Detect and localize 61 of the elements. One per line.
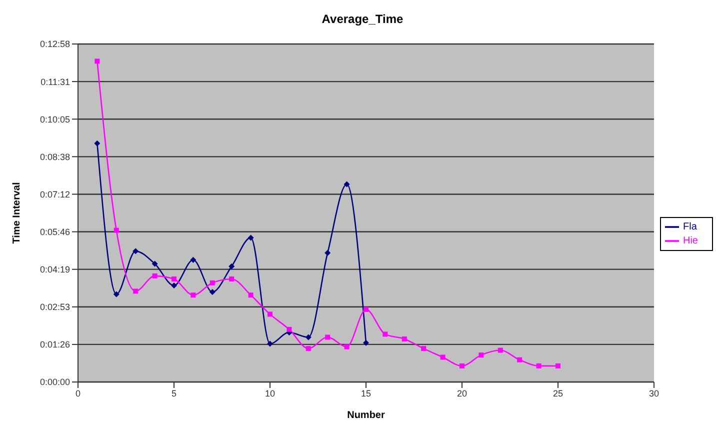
point [286,326,292,332]
y-tick-label: 0:02:53 [40,302,70,312]
y-tick-label: 0:01:26 [40,340,70,350]
point [305,334,312,340]
point [402,336,407,342]
point [210,280,215,286]
x-tick-label: 10 [264,388,276,398]
point [114,228,119,233]
point [382,332,388,337]
y-tick-label: 0:12:58 [40,39,70,50]
point [94,140,100,146]
point [536,363,542,368]
point [248,234,254,241]
x-tick-label: 20 [456,388,467,398]
y-tick-label: 0:07:12 [40,189,70,200]
y-tick-label: 0:04:19 [40,264,70,275]
point [440,354,446,360]
chart-title: Average_Time [320,11,404,28]
point [152,260,158,267]
point [325,334,330,340]
x-tick-label: 25 [552,388,563,398]
point [248,292,254,298]
x-axis-title: Number [347,410,385,421]
point [171,276,176,282]
point [555,363,560,368]
point [478,352,484,358]
point [344,181,350,188]
point [324,250,331,256]
y-tick-label: 0:05:46 [40,226,70,237]
point [266,340,273,347]
y-tick-label: 0:00:00 [40,377,70,388]
point [170,282,177,289]
y-tick-label: 0:08:38 [40,152,70,162]
legend-label: Hie [682,236,698,247]
point [190,256,196,263]
point [498,348,503,353]
x-tick-label: 0 [75,388,81,398]
point [190,292,196,298]
x-tick-label: 5 [171,388,177,398]
point [459,363,464,368]
point [344,344,350,350]
point [362,340,369,346]
point [267,312,272,317]
y-tick-label: 0:10:05 [40,114,70,124]
point [94,58,100,64]
legend-label: Fla [682,222,697,233]
point [133,288,138,294]
point [113,291,120,298]
y-tick-label: 0:11:31 [40,76,70,87]
point [229,276,234,282]
point [209,289,216,296]
y-axis-title: Time Interval [12,182,23,244]
point [228,263,235,270]
point [152,273,158,278]
point [421,346,426,352]
x-tick-label: 15 [360,388,371,398]
x-tick-label: 30 [648,388,659,398]
point [132,248,139,254]
point [306,346,311,352]
point [363,306,368,312]
point [517,357,522,362]
